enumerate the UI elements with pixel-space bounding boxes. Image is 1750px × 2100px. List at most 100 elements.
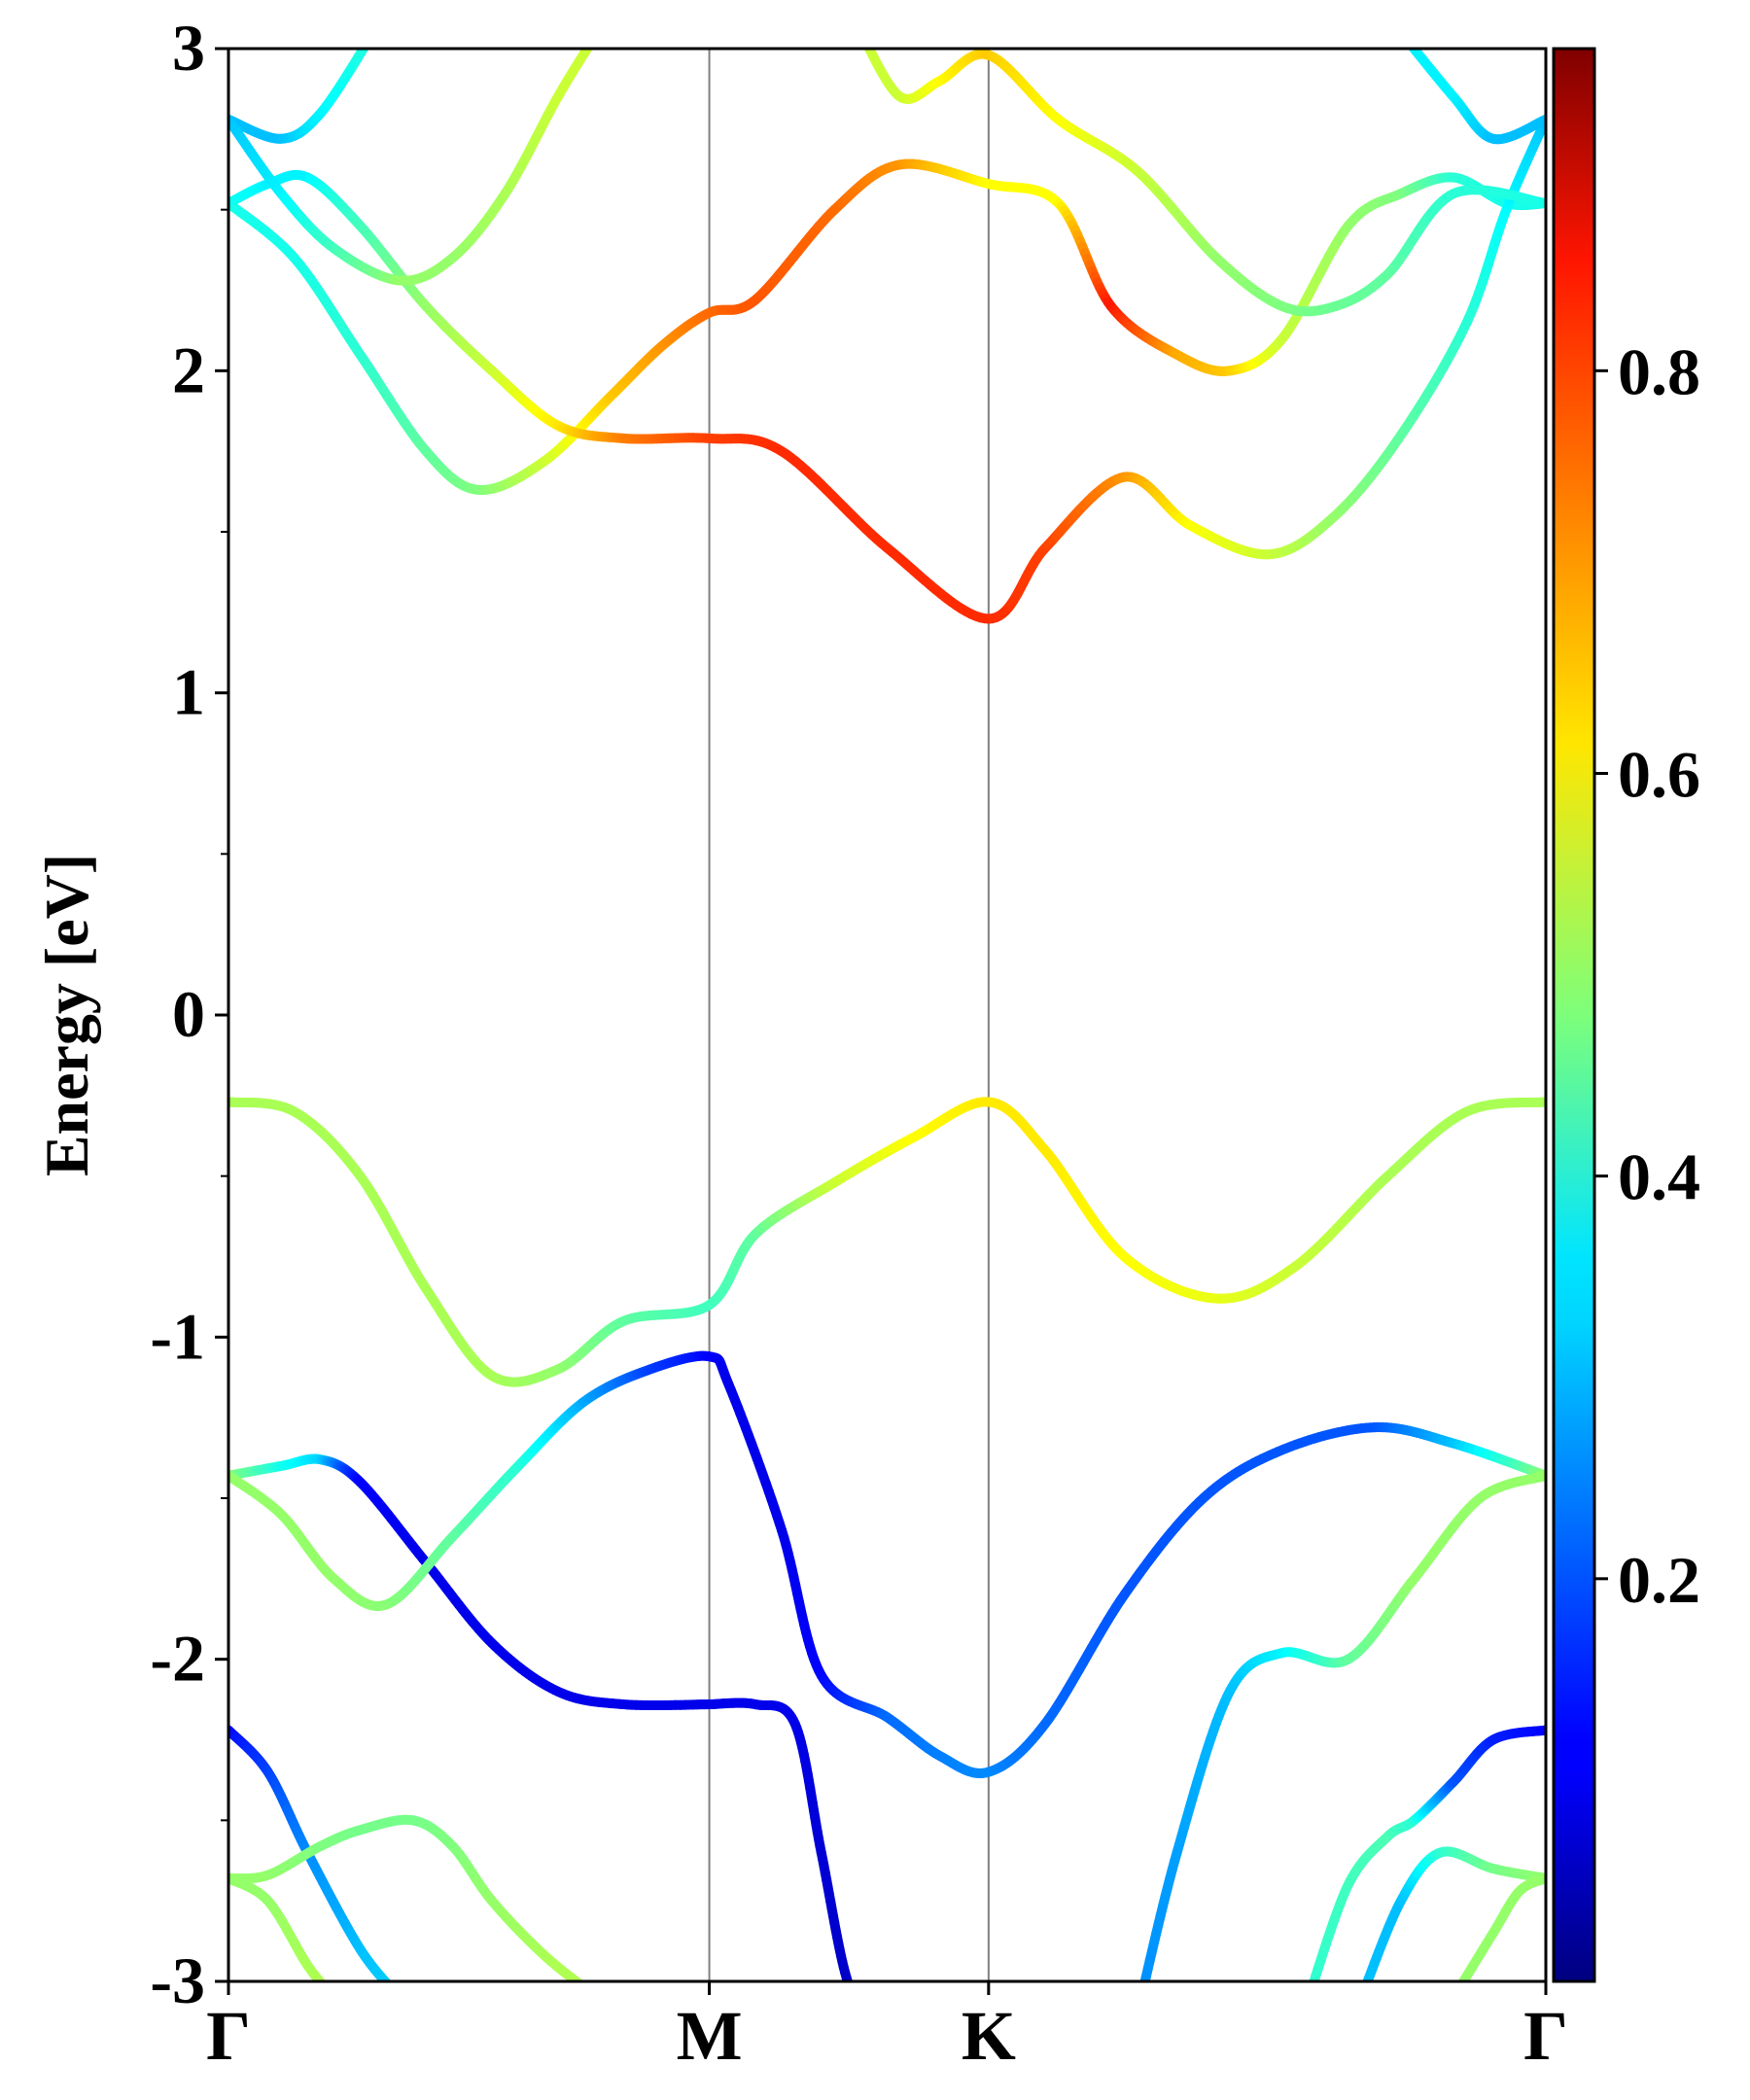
y-tick-label: 2 [172, 332, 205, 406]
band-segment [332, 1996, 333, 1997]
band-4 [704, 1698, 874, 2013]
band-segment [398, 1995, 399, 1996]
band-8 [1309, 1725, 1546, 1997]
band-segment [592, 1994, 594, 1995]
band-segment [1401, 32, 1403, 34]
band-segment [329, 1991, 330, 1992]
band-segment [866, 2009, 867, 2010]
colorbar-tick-label: 0.8 [1618, 334, 1700, 408]
band-segment [864, 2007, 865, 2008]
kpoint-label: Γ [1523, 1997, 1568, 2075]
band-segment [1408, 49, 1414, 50]
y-tick-label: -3 [150, 1943, 205, 2017]
band-segment [388, 1980, 391, 1981]
band-segment [857, 1999, 858, 2001]
band-segment [863, 37, 864, 40]
band-segment [320, 1980, 327, 1981]
band-11 [228, 1097, 1546, 1387]
band-segment [595, 34, 596, 36]
band-segment [868, 2010, 869, 2011]
colorbar-ticks: 0.2 0.4 0.6 0.8 [1594, 334, 1700, 1617]
band-7 [1138, 1470, 1546, 2009]
band-segment [585, 1988, 588, 1990]
band-segment [870, 2011, 871, 2012]
band-9 [1361, 1846, 1546, 1998]
band-segment [399, 1996, 400, 1997]
band-segment [1402, 34, 1404, 36]
band-14 [228, 32, 374, 144]
band-segment [327, 1990, 328, 1991]
band-segment [1453, 1996, 1454, 1998]
band-segment [1138, 2004, 1139, 2009]
band-16 [860, 32, 1546, 317]
colorbar-tick-label: 0.6 [1618, 738, 1700, 812]
band-6 [228, 1350, 1546, 1778]
bands [228, 32, 1546, 2013]
band-segment [383, 1978, 392, 1981]
band-segment [594, 1995, 596, 1996]
band-segment [861, 2005, 863, 2006]
band-segment [873, 2012, 874, 2013]
band-segment [869, 2011, 870, 2012]
band-segment [1362, 1991, 1363, 1994]
band-segment [330, 1992, 331, 1993]
band-segment [576, 1979, 584, 1981]
band-segment [1310, 1990, 1311, 1994]
band-12 [228, 158, 1546, 496]
band-segment [1456, 1991, 1458, 1994]
kpoint-label: M [677, 1997, 743, 2075]
band-segment [1457, 1980, 1464, 1981]
band-segment [592, 38, 594, 40]
band-segment [333, 1997, 334, 1998]
band-segment [590, 41, 592, 44]
band-segment [391, 1988, 393, 1990]
plot-frame [227, 47, 1548, 1983]
band-5 [228, 1453, 715, 1711]
band-15 [228, 34, 596, 286]
y-tick-label: 0 [172, 977, 205, 1051]
band-2 [228, 1814, 596, 1996]
band-segment [331, 1994, 332, 1995]
y-tick-label: 1 [172, 655, 205, 729]
band-segment [582, 1986, 585, 1988]
band-segment [1139, 1998, 1140, 2004]
band-segment [865, 2008, 866, 2009]
colorbar-tick-label: 0.2 [1618, 1543, 1700, 1617]
band-segment [370, 35, 372, 38]
band-segment [325, 1987, 326, 1989]
band-segment [862, 2006, 864, 2007]
kpoint-label: K [962, 1997, 1016, 2075]
band-segment [1140, 1979, 1148, 1981]
band-segment [862, 34, 863, 36]
band-segment [393, 1990, 395, 1992]
band-10 [1453, 1872, 1546, 1998]
kpoint-label: Γ [206, 1997, 251, 2075]
band-segment [396, 1993, 397, 1995]
y-tick-label: -1 [150, 1299, 205, 1373]
band-segment [852, 1992, 854, 1995]
colorbar: 0.2 0.4 0.6 0.8 [1552, 47, 1700, 1983]
band-segment [364, 49, 368, 50]
band-segment [368, 38, 370, 41]
band-1 [228, 1725, 400, 1997]
band-segment [1404, 36, 1406, 39]
band-segment [594, 36, 595, 38]
band-segment [395, 1992, 397, 1994]
band-segment [1141, 1992, 1143, 1999]
y-tick-label: -2 [150, 1622, 205, 1696]
band-segment [1406, 39, 1408, 42]
band-segment [863, 49, 872, 52]
band-13 [228, 114, 1546, 624]
band-segment [1309, 1994, 1310, 1997]
band-segment [860, 32, 861, 34]
band-segment [858, 2001, 859, 2003]
band-segment [855, 1997, 857, 1999]
band-segment [372, 32, 374, 34]
band-segment [1364, 1988, 1365, 1992]
band-segment [1361, 1995, 1362, 1998]
band-segment [859, 2003, 861, 2005]
band-segment [1362, 1978, 1372, 1981]
colorbar-tick-label: 0.4 [1618, 1140, 1700, 1214]
